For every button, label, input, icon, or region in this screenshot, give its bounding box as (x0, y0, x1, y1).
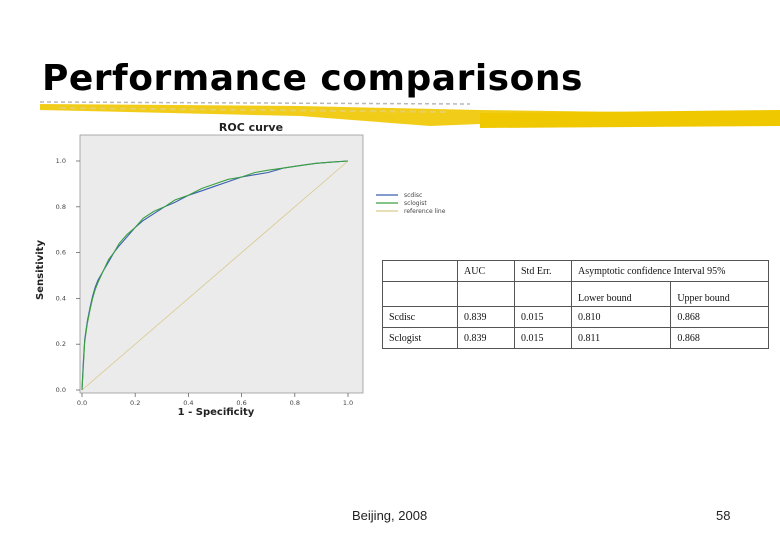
table-header-row: AUC Std Err. Asymptotic confidence Inter… (382, 260, 769, 282)
x-tick-label: 1.0 (343, 399, 353, 407)
header-auc: AUC (457, 260, 515, 282)
title-underline-stroke (39, 101, 780, 128)
cell-std-err: 0.015 (514, 327, 572, 349)
subheader-empty (382, 281, 458, 307)
y-axis-label: Sensitivity (35, 240, 46, 300)
y-tick-label: 0.2 (56, 340, 66, 348)
x-tick-label: 0.2 (130, 399, 140, 407)
header-empty (382, 260, 458, 282)
cell-model-name: Sclogist (382, 327, 458, 349)
x-tick-label: 0.6 (236, 399, 246, 407)
roc-chart: ROC curve 1 - Specificity Sensitivity 0.… (35, 121, 446, 418)
legend-label: reference line (404, 208, 446, 215)
series-group (81, 160, 349, 391)
subheader-empty (457, 281, 515, 307)
cell-upper-bound: 0.868 (670, 306, 769, 328)
y-tick-label: 0.4 (56, 294, 66, 302)
x-tick-label: 0.4 (183, 399, 193, 407)
cell-auc: 0.839 (457, 327, 515, 349)
subheader-upper-bound: Upper bound (670, 281, 769, 307)
cell-auc: 0.839 (457, 306, 515, 328)
cell-model-name: Scdisc (382, 306, 458, 328)
header-std-err: Std Err. (514, 260, 572, 282)
cell-std-err: 0.015 (514, 306, 572, 328)
x-axis-label: 1 - Specificity (178, 407, 255, 418)
series-line-reference-line (81, 160, 349, 391)
cell-lower-bound: 0.811 (570, 327, 672, 349)
y-tick-label: 0.0 (56, 386, 66, 394)
cell-upper-bound: 0.868 (670, 327, 769, 349)
page-number: 58 (716, 508, 731, 523)
cell-lower-bound: 0.810 (570, 306, 672, 328)
slide-title: Performance comparisons (42, 58, 583, 99)
subheader-lower-bound: Lower bound (570, 281, 672, 307)
header-confidence-interval: Asymptotic confidence Interval 95% (571, 260, 769, 282)
table-row: Scdisc 0.839 0.015 0.810 0.868 (382, 306, 769, 328)
x-tick-label: 0.0 (77, 399, 87, 407)
chart-title: ROC curve (219, 121, 283, 134)
legend-label: scdisc (404, 192, 422, 199)
auc-results-table: AUC Std Err. Asymptotic confidence Inter… (382, 260, 769, 349)
table-subheader-row: Lower bound Upper bound (382, 281, 769, 307)
y-tick-label: 1.0 (56, 157, 66, 165)
subheader-empty (514, 281, 572, 307)
x-tick-label: 0.8 (290, 399, 300, 407)
y-tick-label: 0.8 (56, 203, 66, 211)
table-row: Sclogist 0.839 0.015 0.811 0.868 (382, 327, 769, 349)
plot-frame (79, 134, 364, 394)
legend-label: sclogist (404, 200, 427, 207)
plot-background (79, 134, 364, 394)
y-tick-label: 0.6 (56, 249, 66, 257)
series-line-sclogist (81, 160, 349, 391)
axes: 0.0 0.2 0.4 0.6 0.8 1.0 0.0 0.2 0.4 0.6 0.8 1.0 (56, 157, 354, 407)
footer-location: Beijing, 2008 (352, 508, 428, 523)
